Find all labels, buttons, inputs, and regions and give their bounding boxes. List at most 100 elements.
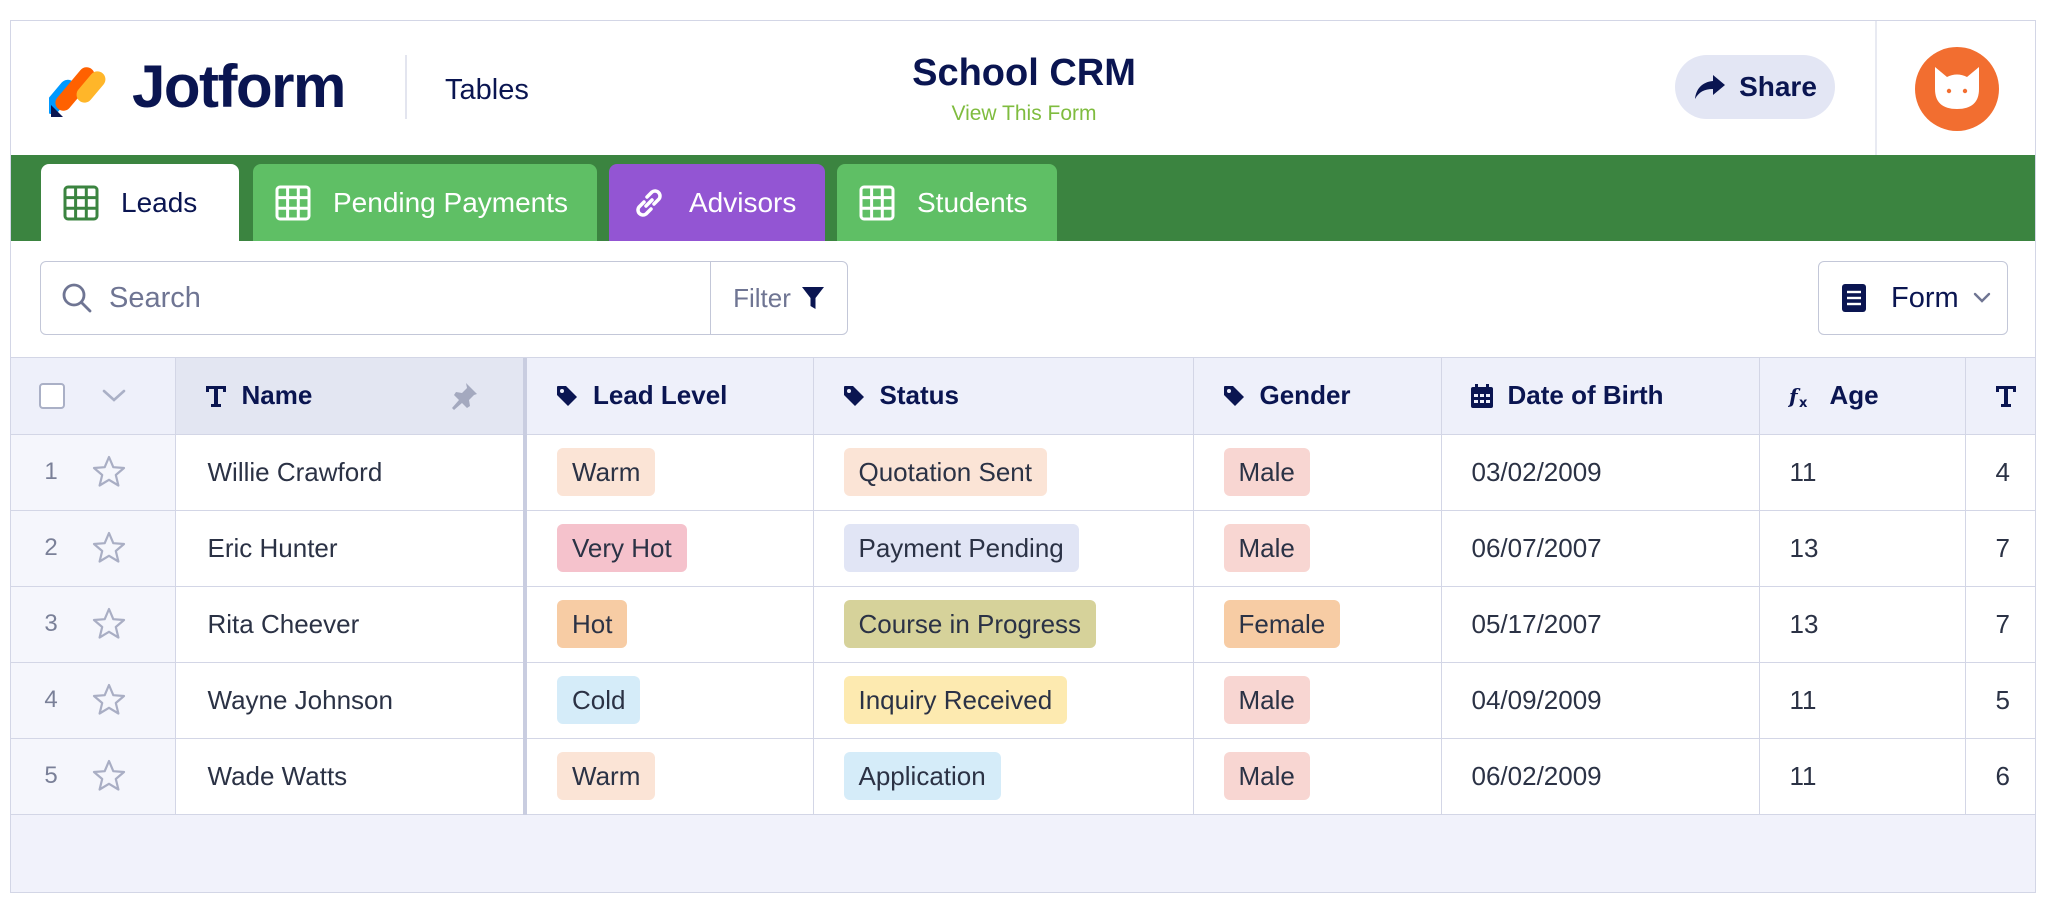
cell-date-of-birth[interactable]: 04/09/2009: [1441, 662, 1760, 739]
cell-status[interactable]: Quotation Sent: [813, 434, 1194, 511]
star-icon[interactable]: [91, 530, 127, 566]
view-form-link[interactable]: View This Form: [11, 101, 2035, 127]
cell-age[interactable]: 13: [1759, 510, 1966, 587]
cell-gender[interactable]: Male: [1193, 434, 1442, 511]
row-controls: 3: [11, 586, 176, 663]
page-title: School CRM: [912, 52, 1136, 94]
cell-lead-level[interactable]: Very Hot: [525, 510, 814, 587]
jotform-logo-icon[interactable]: [49, 55, 109, 119]
brand-name[interactable]: Jotform: [132, 53, 346, 120]
lead-level-badge: Hot: [557, 600, 628, 648]
column-header-label: Age: [1829, 380, 1879, 411]
column-header-gender[interactable]: Gender: [1193, 358, 1442, 435]
cell-gender[interactable]: Female: [1193, 586, 1442, 663]
table-tab-bar: Leads Pending Payments Advisors Students: [11, 155, 2035, 241]
cell-name[interactable]: Wayne Johnson: [175, 662, 527, 739]
star-icon[interactable]: [91, 682, 127, 718]
tag-icon: [1223, 385, 1244, 406]
cell-gender[interactable]: Male: [1193, 510, 1442, 587]
gender-badge: Male: [1223, 676, 1310, 724]
tab-advisors-label: Advisors: [689, 186, 797, 218]
column-header-name[interactable]: Name: [175, 358, 527, 435]
funnel-icon: [801, 287, 824, 309]
cell-age[interactable]: 11: [1759, 738, 1966, 815]
cell-lead-level[interactable]: Warm: [525, 738, 814, 815]
share-button-label: Share: [1739, 71, 1817, 102]
cell-lead-level[interactable]: Warm: [525, 434, 814, 511]
link-icon: [636, 188, 662, 217]
column-header-label: Status: [879, 380, 959, 411]
column-header-extra[interactable]: [1965, 358, 2035, 435]
cell-status[interactable]: Payment Pending: [813, 510, 1194, 587]
star-icon[interactable]: [91, 454, 127, 490]
table-row[interactable]: 2 Eric Hunter Very Hot Payment Pending Male 0…: [11, 510, 2035, 587]
table-row[interactable]: 1 Willie Crawford Warm Quotation Sent Male 03…: [11, 434, 2035, 511]
tables-link[interactable]: Tables: [445, 74, 529, 106]
tab-pending-payments[interactable]: Pending Payments: [253, 164, 597, 241]
status-badge: Application: [843, 752, 1001, 800]
cell-lead-level[interactable]: Cold: [525, 662, 814, 739]
cat-avatar-icon: [1935, 67, 1979, 109]
table-row[interactable]: 5 Wade Watts Warm Application Male 06/02/2009…: [11, 738, 2035, 815]
form-view-button[interactable]: Form: [1818, 261, 2008, 335]
column-header-lead-level[interactable]: Lead Level: [525, 358, 814, 435]
star-icon[interactable]: [91, 758, 127, 794]
cell-lead-level[interactable]: Hot: [525, 586, 814, 663]
form-view-button-label: Form: [1891, 281, 1959, 314]
table-area: Name Lead Level Status: [11, 357, 2035, 892]
cell-extra[interactable]: 5: [1965, 662, 2035, 739]
cell-date-of-birth[interactable]: 06/02/2009: [1441, 738, 1760, 815]
cell-date-of-birth[interactable]: 05/17/2007: [1441, 586, 1760, 663]
cell-extra[interactable]: 7: [1965, 510, 2035, 587]
column-header-date-of-birth[interactable]: Date of Birth: [1441, 358, 1760, 435]
cell-age[interactable]: 11: [1759, 662, 1966, 739]
share-button[interactable]: Share: [1675, 55, 1835, 119]
pin-icon[interactable]: [449, 381, 479, 411]
cell-status[interactable]: Application: [813, 738, 1194, 815]
cell-date-of-birth[interactable]: 03/02/2009: [1441, 434, 1760, 511]
row-controls-header: [11, 358, 176, 435]
table-row[interactable]: 4 Wayne Johnson Cold Inquiry Received Male 04…: [11, 662, 2035, 739]
header-divider-right: [1875, 21, 1877, 155]
row-number: 1: [44, 458, 58, 485]
tab-leads[interactable]: Leads: [41, 164, 239, 241]
tab-advisors[interactable]: Advisors: [609, 164, 825, 241]
row-number: 5: [44, 762, 58, 789]
filter-button[interactable]: Filter: [710, 262, 847, 334]
app-frame: Jotform Tables School CRM View This Form…: [10, 20, 2036, 893]
cell-date-of-birth[interactable]: 06/07/2007: [1441, 510, 1760, 587]
select-all-checkbox[interactable]: [39, 382, 65, 409]
cell-name[interactable]: Eric Hunter: [175, 510, 527, 587]
search-input[interactable]: [107, 280, 671, 316]
leads-table: Name Lead Level Status: [11, 358, 2035, 815]
star-icon[interactable]: [91, 606, 127, 642]
cell-extra[interactable]: 7: [1965, 586, 2035, 663]
cell-extra[interactable]: 6: [1965, 738, 2035, 815]
column-header-label: Date of Birth: [1507, 380, 1664, 411]
cell-name[interactable]: Rita Cheever: [175, 586, 527, 663]
tab-students[interactable]: Students: [837, 164, 1057, 241]
cell-status[interactable]: Course in Progress: [813, 586, 1194, 663]
column-header-status[interactable]: Status: [813, 358, 1194, 435]
cell-gender[interactable]: Male: [1193, 738, 1442, 815]
lead-level-badge: Cold: [557, 676, 641, 724]
cell-name[interactable]: Willie Crawford: [175, 434, 527, 511]
cell-extra[interactable]: 4: [1965, 434, 2035, 511]
view-form-link-label[interactable]: View This Form: [951, 102, 1097, 125]
cell-gender[interactable]: Male: [1193, 662, 1442, 739]
cell-age[interactable]: 11: [1759, 434, 1966, 511]
row-controls: 2: [11, 510, 176, 587]
cell-age[interactable]: 13: [1759, 586, 1966, 663]
avatar[interactable]: [1915, 47, 1999, 131]
row-controls: 5: [11, 738, 176, 815]
search-box: Filter: [40, 261, 848, 335]
table-header-row: Name Lead Level Status: [11, 358, 2035, 435]
cell-status[interactable]: Inquiry Received: [813, 662, 1194, 739]
chevron-down-icon[interactable]: [101, 388, 127, 404]
row-controls: 1: [11, 434, 176, 511]
gender-badge: Male: [1223, 524, 1310, 572]
table-row[interactable]: 3 Rita Cheever Hot Course in Progress Female…: [11, 586, 2035, 663]
cell-name[interactable]: Wade Watts: [175, 738, 527, 815]
lead-level-badge: Warm: [557, 448, 656, 496]
